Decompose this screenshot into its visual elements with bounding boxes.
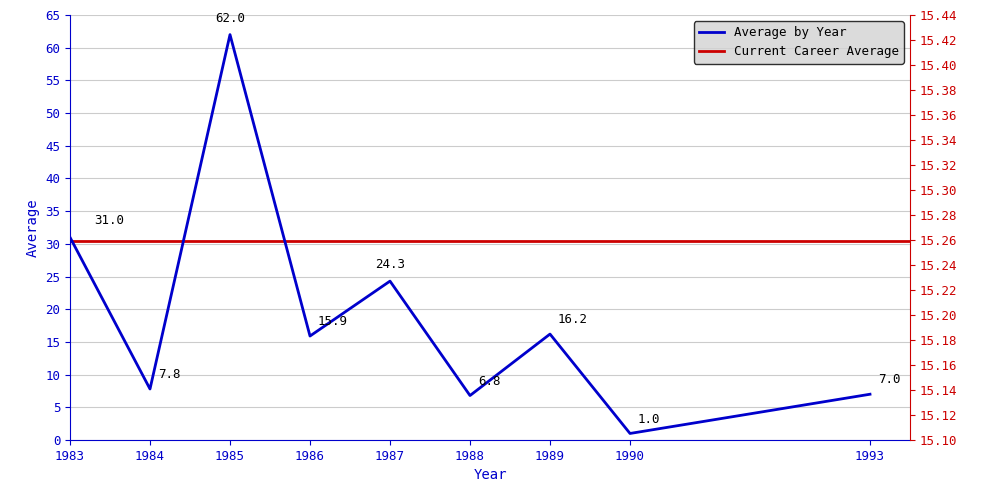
Average by Year (864, 391, 876, 397)
Average by Year (224, 32, 236, 38)
Text: 7.8: 7.8 (158, 368, 180, 381)
Text: 31.0: 31.0 (94, 214, 124, 228)
Average by Year (624, 430, 636, 436)
Text: 6.8: 6.8 (478, 374, 501, 388)
Text: 7.0: 7.0 (878, 374, 900, 386)
Line: Average by Year: Average by Year (70, 34, 870, 434)
Legend: Average by Year, Current Career Average: Average by Year, Current Career Average (694, 21, 904, 63)
Average by Year (384, 278, 396, 284)
Average by Year (544, 331, 556, 337)
Text: 1.0: 1.0 (638, 412, 660, 426)
Average by Year (64, 234, 76, 240)
Average by Year (304, 333, 316, 339)
Text: 15.9: 15.9 (318, 315, 348, 328)
Y-axis label: Average: Average (26, 198, 40, 257)
Average by Year (144, 386, 156, 392)
Text: 62.0: 62.0 (215, 12, 245, 25)
Average by Year (464, 392, 476, 398)
X-axis label: Year: Year (473, 468, 507, 482)
Text: 16.2: 16.2 (558, 313, 588, 326)
Text: 24.3: 24.3 (375, 258, 405, 272)
